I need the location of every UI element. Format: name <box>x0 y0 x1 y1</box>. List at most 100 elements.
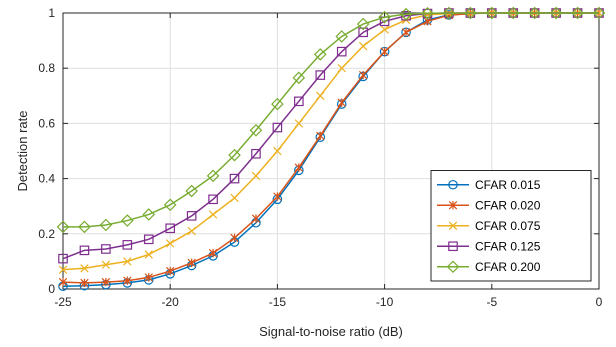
data-point <box>229 173 240 184</box>
x-tick-label: -25 <box>54 295 72 309</box>
plot-area <box>62 12 600 290</box>
x-tick-label: -15 <box>269 295 287 309</box>
data-point <box>316 131 325 141</box>
data-point <box>165 266 175 276</box>
data-point <box>78 220 91 234</box>
data-point <box>336 46 347 57</box>
data-point <box>228 148 241 162</box>
data-point <box>399 7 413 21</box>
legend-item: CFAR 0.200 <box>437 260 541 274</box>
data-point <box>58 253 68 264</box>
y-tick-label: 0.2 <box>38 227 55 241</box>
data-point <box>273 146 282 156</box>
data-point <box>506 6 520 20</box>
y-tick-label: 1 <box>48 6 55 20</box>
data-point <box>273 192 282 201</box>
data-point <box>123 257 132 266</box>
legend-label: CFAR 0.015 <box>475 178 541 192</box>
data-point <box>142 208 156 221</box>
y-tick-label: 0.8 <box>38 61 55 75</box>
data-point <box>101 244 111 254</box>
data-point <box>251 148 261 159</box>
data-point <box>187 258 196 267</box>
data-point <box>249 123 263 137</box>
data-point <box>271 97 284 111</box>
data-point <box>143 234 154 245</box>
data-point <box>58 265 68 274</box>
data-point <box>294 96 304 107</box>
data-point <box>337 63 346 73</box>
data-point <box>101 277 111 287</box>
data-point <box>528 6 541 20</box>
legend-label: CFAR 0.075 <box>475 219 541 233</box>
data-point <box>335 30 349 43</box>
data-point <box>80 278 89 288</box>
data-point <box>144 250 153 259</box>
data-point <box>358 70 368 80</box>
data-point <box>208 210 218 219</box>
y-tick-label: 0.6 <box>38 116 55 130</box>
data-point <box>251 171 261 181</box>
data-point <box>185 184 198 198</box>
x-tick-label: -10 <box>376 295 394 309</box>
legend-marker <box>448 179 458 190</box>
data-point <box>101 260 111 269</box>
x-tick-label: -20 <box>162 295 180 309</box>
data-point <box>378 10 391 24</box>
data-point <box>230 233 239 243</box>
data-point <box>122 240 133 250</box>
data-point <box>571 6 584 20</box>
data-point <box>208 248 218 258</box>
data-point <box>251 214 261 223</box>
data-point <box>99 218 113 232</box>
data-point <box>79 245 90 256</box>
data-point <box>442 6 456 20</box>
data-point <box>380 47 389 56</box>
data-point <box>337 98 346 107</box>
y-tick-label: 0 <box>48 282 55 296</box>
data-point <box>358 41 368 51</box>
legend-item: CFAR 0.020 <box>437 198 541 212</box>
y-axis-label: Detection rate <box>15 111 30 192</box>
data-point <box>121 214 134 227</box>
series-5 <box>56 6 606 234</box>
axis-ticks: -25 -20 -15 -10 -5 0 0 0.2 0.4 0.6 0.8 1 <box>38 6 602 309</box>
legend-item: CFAR 0.125 <box>437 239 541 253</box>
data-point <box>230 193 239 203</box>
legend-label: CFAR 0.020 <box>475 198 541 212</box>
legend-label: CFAR 0.200 <box>475 260 541 274</box>
data-point <box>123 276 132 285</box>
data-point <box>485 6 499 20</box>
data-point <box>292 71 306 85</box>
data-point <box>421 6 434 20</box>
data-point <box>208 194 218 205</box>
data-point <box>80 264 89 273</box>
data-point <box>144 273 153 282</box>
data-point <box>356 17 370 31</box>
data-point <box>592 6 606 20</box>
y-tick-label: 0.4 <box>38 172 55 186</box>
data-point <box>186 211 197 221</box>
data-point <box>549 6 563 20</box>
legend-item: CFAR 0.015 <box>437 178 541 192</box>
legend-marker <box>448 241 458 252</box>
data-point <box>165 239 175 248</box>
data-point <box>315 70 326 80</box>
data-point <box>380 25 389 34</box>
legend-label: CFAR 0.125 <box>475 239 541 253</box>
data-point <box>206 169 220 183</box>
legend-item: CFAR 0.075 <box>437 219 541 233</box>
x-tick-label: -5 <box>486 295 497 309</box>
data-point <box>464 6 477 20</box>
legend: CFAR 0.015 CFAR 0.020 CFAR 0.075 CFAR 0.125… <box>430 170 592 282</box>
legend-marker <box>448 201 458 210</box>
legend-marker <box>448 221 458 230</box>
data-point <box>294 119 304 128</box>
data-point <box>163 198 177 212</box>
data-point <box>401 28 411 37</box>
data-point <box>358 27 368 38</box>
data-point <box>187 226 196 236</box>
data-point <box>294 163 304 172</box>
series-group <box>56 6 606 292</box>
